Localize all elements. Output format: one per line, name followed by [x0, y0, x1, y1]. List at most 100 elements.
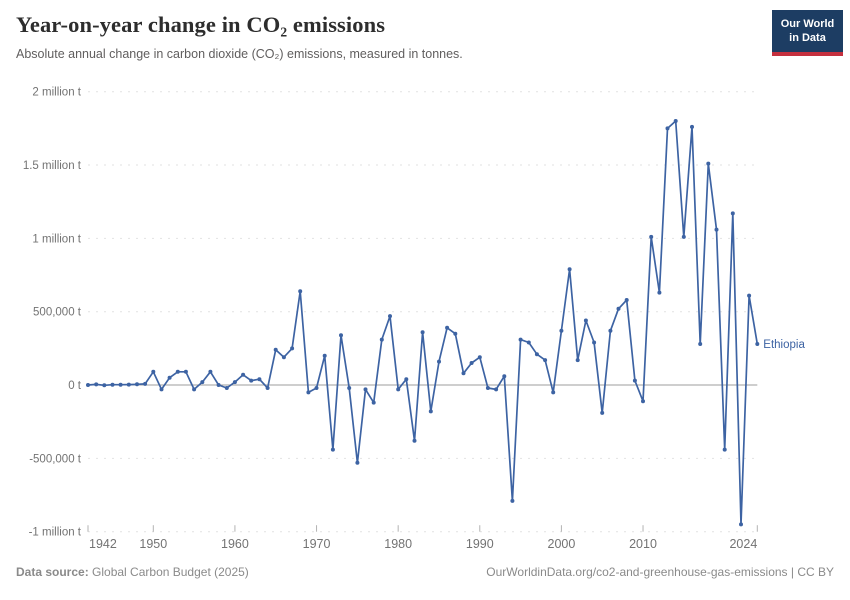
data-point [339, 333, 343, 338]
chart-subtitle: Absolute annual change in carbon dioxide… [16, 47, 463, 61]
data-point [355, 460, 360, 465]
data-point [388, 314, 392, 319]
data-point [510, 498, 515, 503]
data-point [755, 342, 760, 346]
data-point [592, 340, 597, 345]
chart-header: Year-on-year change in CO₂ emissions Abs… [16, 12, 750, 61]
x-tick-label: 1970 [303, 537, 331, 551]
data-point [86, 383, 90, 387]
y-tick-label: -1 million t [29, 527, 82, 539]
gridlines-group [88, 91, 758, 533]
entity-label: Ethiopia [763, 339, 805, 351]
data-point [183, 369, 188, 374]
data-point [690, 124, 694, 129]
data-point [192, 387, 197, 392]
data-point [583, 318, 588, 323]
data-point [632, 378, 637, 383]
data-point [714, 227, 719, 232]
data-point [518, 337, 523, 342]
data-point [428, 409, 433, 414]
data-point [216, 383, 221, 387]
data-source-label: Data source: [16, 565, 89, 579]
data-point [396, 387, 401, 392]
data-point [551, 390, 556, 395]
data-point [739, 522, 743, 527]
data-point [102, 383, 107, 388]
data-point [322, 353, 327, 358]
data-point [118, 382, 123, 387]
data-point [494, 387, 499, 392]
data-point [600, 410, 605, 415]
data-source-text: Global Carbon Budget (2025) [88, 565, 249, 579]
x-tick-label: 1942 [89, 537, 117, 551]
data-point [167, 375, 172, 380]
data-point [404, 377, 409, 382]
data-point [143, 381, 148, 386]
data-point [126, 382, 131, 387]
data-point [673, 119, 678, 123]
data-point [575, 358, 580, 363]
y-tick-label: 2 million t [32, 87, 81, 99]
data-point [298, 289, 303, 294]
data-point [330, 447, 335, 452]
x-axis: 1942 1950 1960 1970 1980 1990 2000 2010 2024 [87, 525, 758, 551]
data-point [502, 374, 507, 379]
data-point [624, 298, 629, 302]
data-point [241, 372, 246, 377]
data-point [94, 382, 99, 387]
data-point [477, 355, 482, 360]
data-point [412, 438, 417, 443]
data-point [371, 400, 376, 405]
data-point [608, 328, 613, 333]
data-point [290, 346, 295, 351]
data-point [208, 369, 213, 374]
x-tick-label: 2024 [729, 537, 757, 551]
y-tick-label: -500,000 t [29, 453, 82, 465]
data-point [273, 347, 278, 352]
data-point [151, 369, 156, 374]
data-point [722, 447, 727, 452]
data-point [445, 325, 450, 330]
data-source: Data source: Global Carbon Budget (2025) [16, 565, 249, 579]
y-tick-label: 1.5 million t [23, 160, 82, 172]
chart-footer: Data source: Global Carbon Budget (2025)… [16, 565, 834, 579]
data-point [641, 399, 645, 404]
data-point [420, 330, 425, 335]
data-point [314, 386, 319, 390]
x-tick-label: 1980 [384, 537, 412, 551]
data-points-ethiopia [86, 119, 760, 527]
data-point [698, 342, 703, 346]
data-point [567, 267, 572, 272]
data-point [469, 361, 474, 365]
x-tick-label: 1990 [466, 537, 494, 551]
data-point [232, 380, 237, 385]
data-point [747, 293, 752, 298]
data-point [453, 331, 458, 336]
data-point [306, 390, 311, 395]
data-point [135, 382, 139, 387]
y-tick-label: 1 million t [32, 233, 81, 245]
data-point [534, 352, 539, 357]
owid-logo-line1: Our World [780, 18, 835, 30]
data-point [461, 371, 466, 376]
data-point [175, 369, 180, 374]
data-point [649, 234, 654, 239]
data-point [543, 358, 548, 363]
y-tick-label: 500,000 t [33, 307, 82, 319]
data-point [657, 290, 662, 295]
owid-logo: Our World in Data [772, 10, 843, 56]
data-point [730, 211, 735, 216]
data-point [559, 328, 564, 333]
data-point [249, 378, 254, 383]
data-line-ethiopia [87, 120, 759, 526]
data-point [363, 387, 368, 392]
data-point [379, 337, 384, 342]
credit-line: OurWorldinData.org/co2-and-greenhouse-ga… [486, 565, 834, 579]
x-tick-label: 2010 [629, 537, 657, 551]
data-point [681, 234, 686, 239]
x-tick-label: 1960 [221, 537, 249, 551]
data-point [224, 386, 229, 390]
data-point [281, 355, 286, 360]
